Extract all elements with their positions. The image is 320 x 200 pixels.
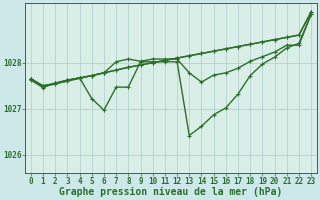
- X-axis label: Graphe pression niveau de la mer (hPa): Graphe pression niveau de la mer (hPa): [60, 187, 283, 197]
